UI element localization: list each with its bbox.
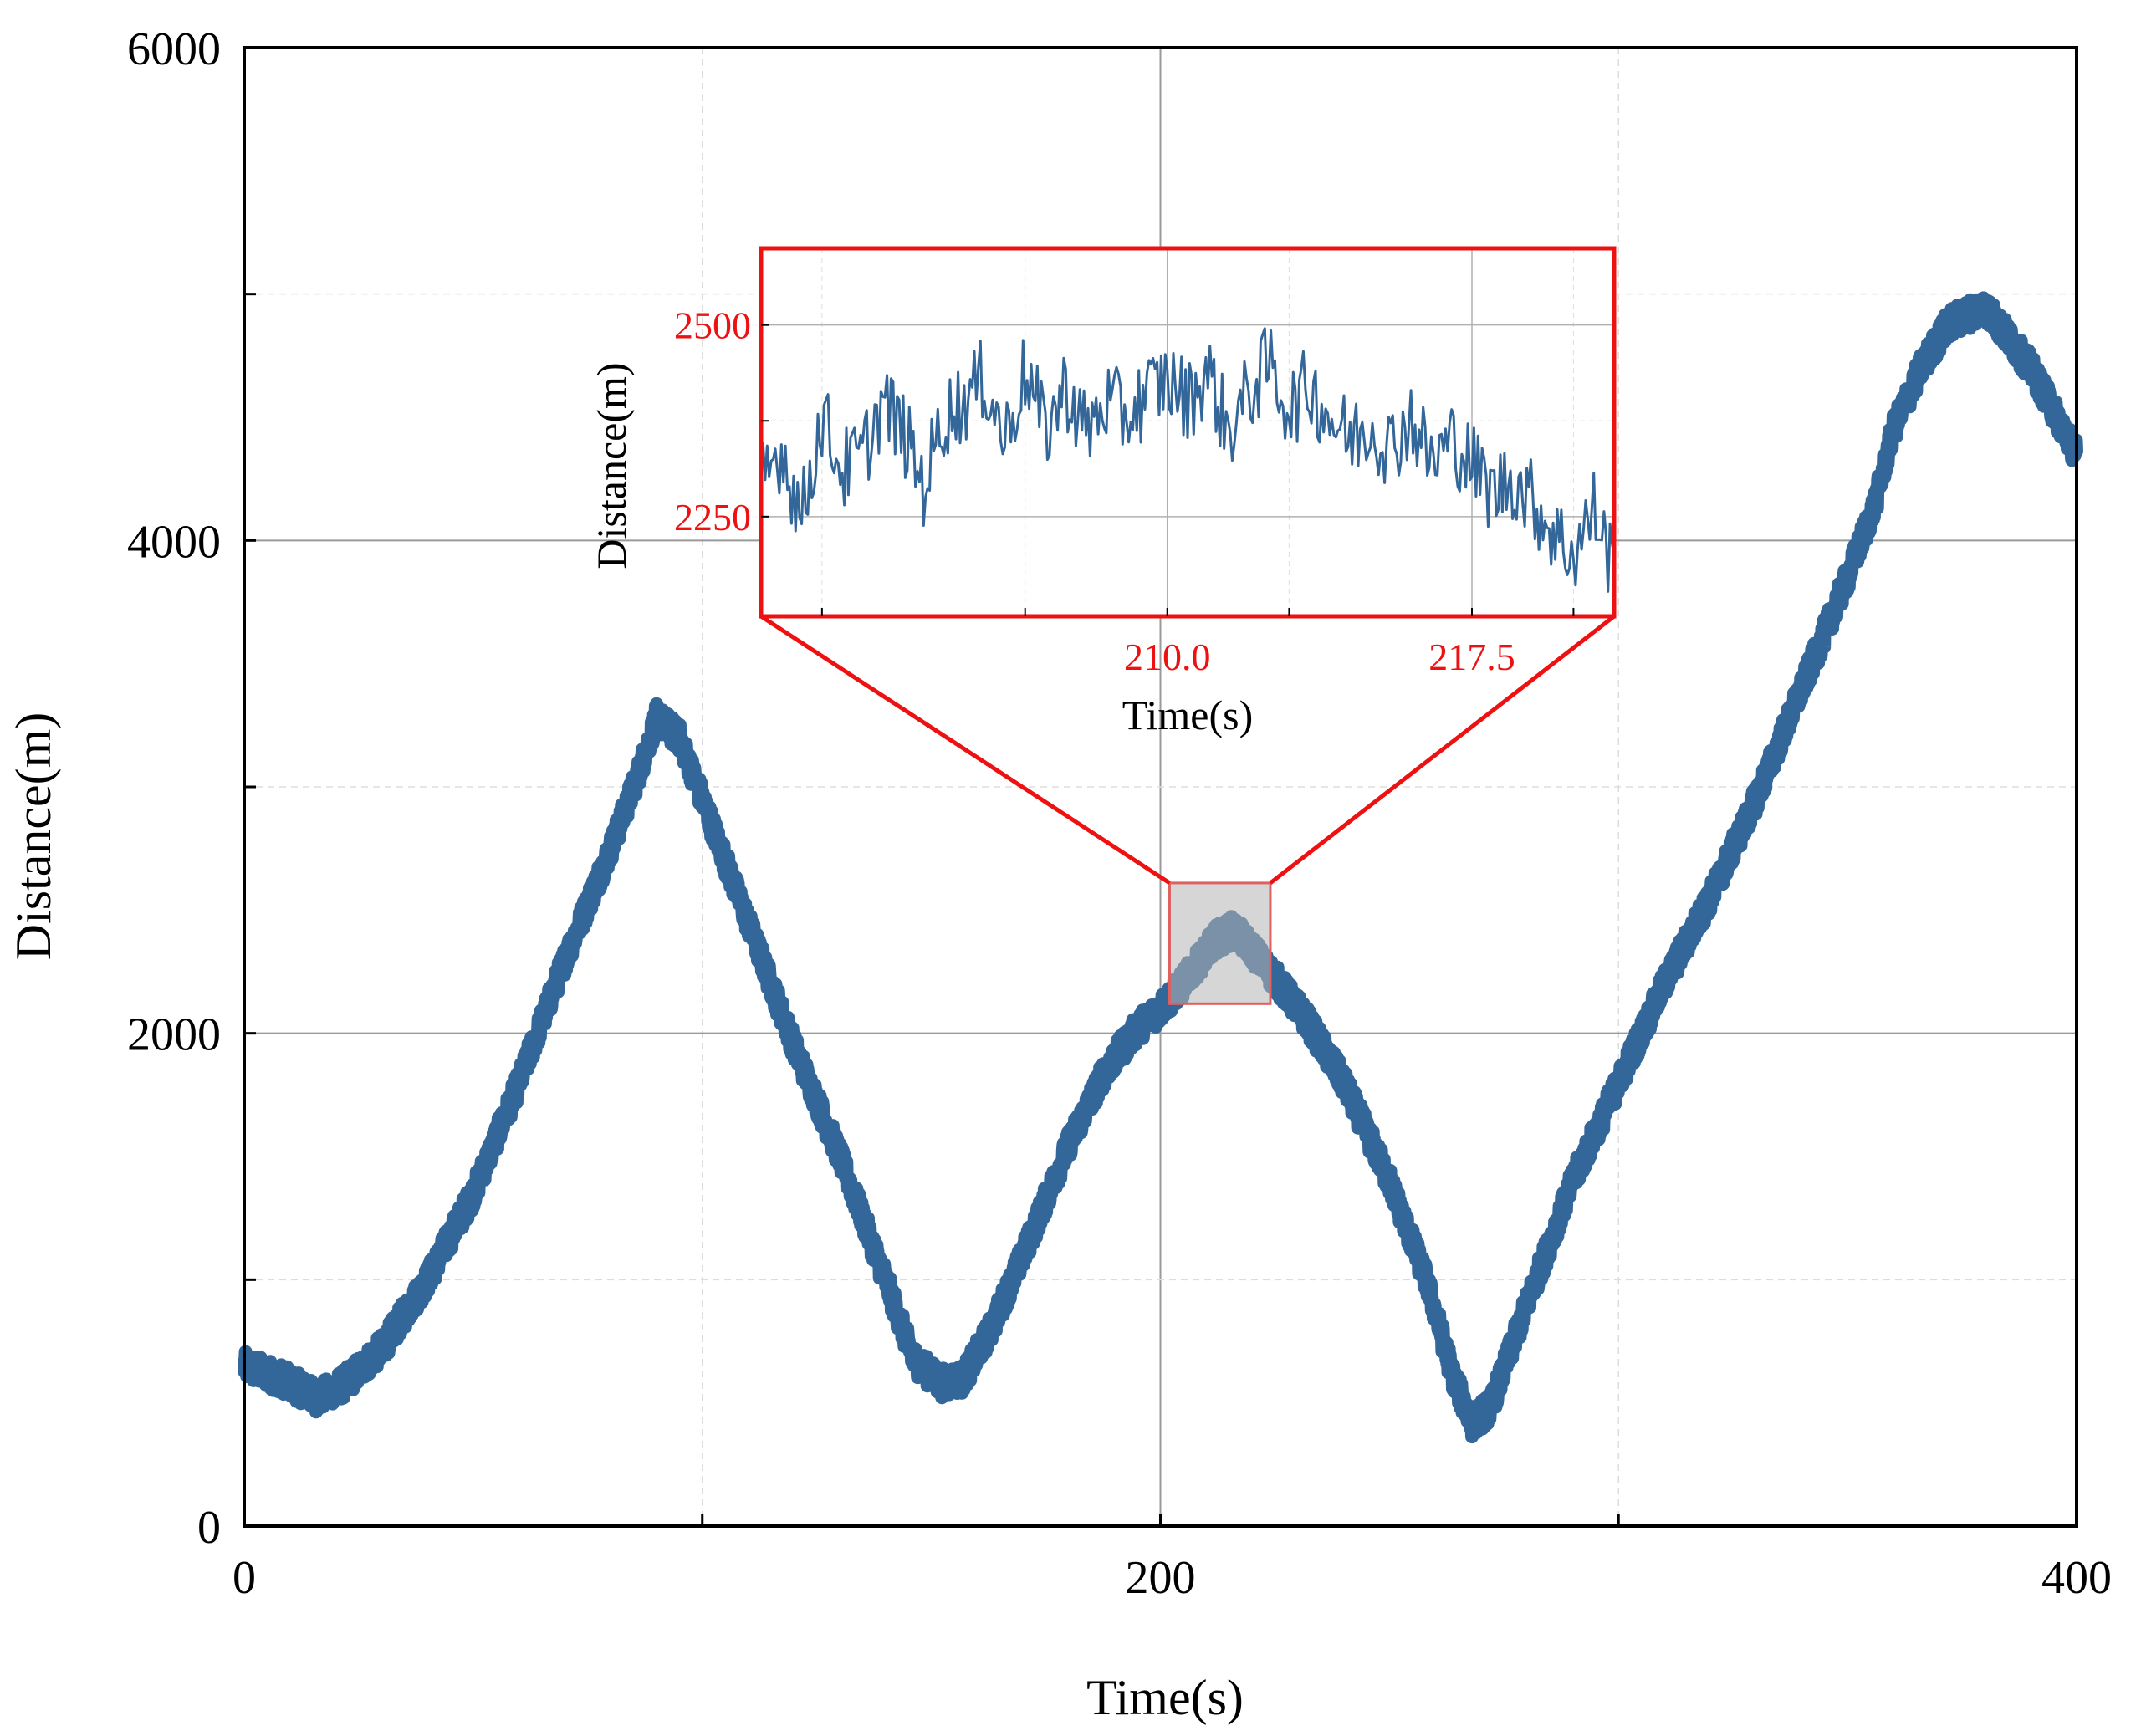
- zoom-connectors: [759, 614, 1616, 886]
- inset-series-line: [759, 327, 1616, 593]
- x-tick-label: 200: [1126, 1552, 1196, 1604]
- y-tick-label: 6000: [127, 23, 221, 75]
- inset-chart: 210.0 217.5 2250 2500 Time(s) Distance(m): [588, 246, 1617, 738]
- y-axis-label: Distance(m): [6, 712, 61, 961]
- y-tick-label: 2000: [127, 1009, 221, 1061]
- inset-y-tick-label: 2250: [674, 496, 751, 539]
- y-tick-label: 0: [197, 1502, 221, 1554]
- inset-x-axis-label: Time(s): [1122, 692, 1254, 738]
- main-series: [238, 291, 2083, 1444]
- x-axis-label: Time(s): [1086, 1670, 1244, 1725]
- connector-right: [1269, 615, 1616, 885]
- inset-x-tick-label: 217.5: [1428, 636, 1515, 678]
- connector-left: [759, 614, 1171, 886]
- x-tick-label: 0: [232, 1552, 256, 1604]
- inset-frame: [759, 246, 1617, 619]
- inset-y-axis-label: Distance(m): [588, 362, 635, 569]
- highlight-rect: [1168, 881, 1272, 1005]
- series-line: [238, 291, 2083, 1444]
- inset-y-tick-label: 2500: [674, 304, 751, 347]
- y-tick-label: 4000: [127, 516, 221, 568]
- zoom-highlight-box: [1168, 881, 1272, 1005]
- inset-x-tick-label: 210.0: [1124, 636, 1211, 678]
- x-tick-label: 400: [2041, 1552, 2112, 1604]
